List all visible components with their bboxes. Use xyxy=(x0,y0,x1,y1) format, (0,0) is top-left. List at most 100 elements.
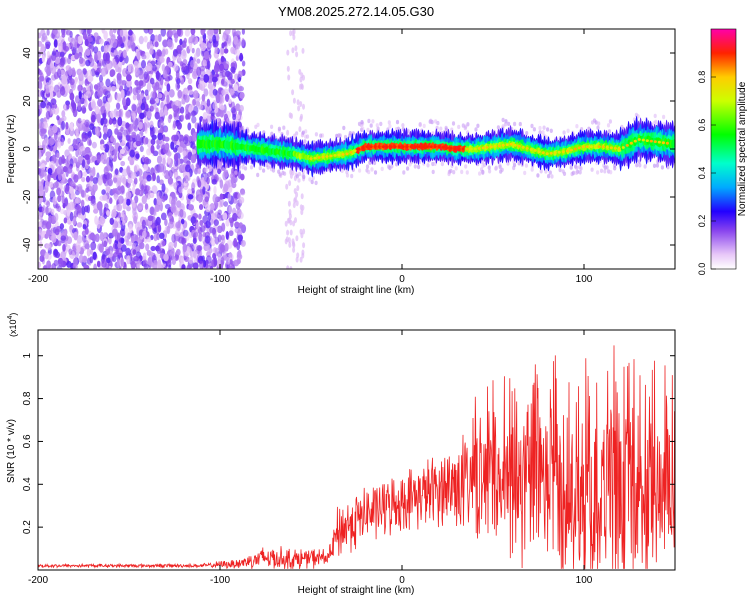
heatmap-cell xyxy=(106,171,111,181)
heatmap-cell xyxy=(241,125,245,131)
heatmap-cell xyxy=(207,34,213,40)
heatmap-cell xyxy=(76,222,83,228)
heatmap-cell xyxy=(86,248,91,257)
heatmap-cell xyxy=(57,195,62,203)
heatmap-cell xyxy=(78,56,84,65)
heatmap-cell xyxy=(139,112,145,120)
heatmap-cell xyxy=(130,260,136,269)
heatmap-cell xyxy=(284,238,288,245)
heatmap-cell xyxy=(116,102,121,110)
heatmap-cell xyxy=(109,69,116,77)
heatmap-cell xyxy=(184,29,190,37)
heatmap-cell xyxy=(473,147,477,151)
colorbar: 0.00.20.40.60.8 Normalized spectral ampl… xyxy=(697,28,748,275)
heatmap-cell xyxy=(445,146,449,150)
heatmap-cell xyxy=(122,135,127,144)
heatmap-cell xyxy=(66,103,70,110)
heatmap-cell xyxy=(54,212,59,222)
heatmap-cell xyxy=(133,164,140,172)
heatmap-cell xyxy=(230,46,236,54)
heatmap-cell xyxy=(49,60,55,69)
heatmap-cell xyxy=(69,224,74,231)
heatmap-cell xyxy=(92,251,97,260)
heatmap-cell xyxy=(303,139,307,144)
heatmap-cell xyxy=(385,145,389,149)
heatmap-cell xyxy=(465,170,469,175)
heatmap-cell xyxy=(67,138,71,144)
heatmap-cell xyxy=(157,93,163,99)
heatmap-cell xyxy=(56,152,60,159)
heatmap-cell xyxy=(43,137,50,146)
heatmap-cell xyxy=(76,235,83,244)
heatmap-cell xyxy=(196,244,203,252)
heatmap-cell xyxy=(85,163,89,170)
heatmap-cell xyxy=(170,204,177,213)
heatmap-cell xyxy=(117,195,124,205)
heatmap-cell xyxy=(176,29,182,37)
heatmap-cell xyxy=(199,219,204,226)
heatmap-cell xyxy=(485,146,489,149)
heatmap-cell xyxy=(238,70,243,78)
heatmap-cell xyxy=(617,147,621,151)
heatmap-cell xyxy=(150,91,156,100)
heatmap-cell xyxy=(365,145,369,149)
heatmap-cell xyxy=(59,223,65,230)
heatmap-cell xyxy=(125,110,132,118)
heatmap-cell xyxy=(142,179,146,186)
heatmap-cell xyxy=(114,221,119,229)
heatmap-cell xyxy=(538,125,542,131)
heatmap-cell xyxy=(157,33,162,43)
heatmap-cell xyxy=(513,143,517,147)
heatmap-cell xyxy=(225,219,230,227)
heatmap-cell xyxy=(172,48,178,57)
heatmap-cell xyxy=(230,176,235,185)
heatmap-cell xyxy=(64,159,70,168)
heatmap-cell xyxy=(474,127,478,132)
heatmap-cell xyxy=(220,256,225,266)
heatmap-cell xyxy=(302,228,306,235)
heatmap-cell xyxy=(176,108,182,114)
heatmap-cell xyxy=(134,195,139,204)
heatmap-cell xyxy=(457,124,461,130)
heatmap-cell xyxy=(211,237,216,247)
heatmap-cell xyxy=(150,33,156,42)
heatmap-cell xyxy=(310,179,314,185)
heatmap-cell xyxy=(177,53,182,62)
colorbar-tick-label: 0.8 xyxy=(697,71,707,84)
heatmap-cell xyxy=(607,129,612,134)
heatmap-cell xyxy=(422,123,426,129)
heatmap-cell xyxy=(168,30,174,37)
heatmap-cell xyxy=(62,244,66,252)
heatmap-cell xyxy=(156,248,162,255)
heatmap-cell xyxy=(222,212,228,221)
heatmap-cell xyxy=(191,149,197,155)
heatmap-cell xyxy=(69,92,75,101)
heatmap-cell xyxy=(106,210,111,217)
heatmap-cell xyxy=(241,29,246,35)
heatmap-cell xyxy=(210,29,215,35)
heatmap-cell xyxy=(154,34,159,42)
heatmap-cell xyxy=(603,169,607,174)
heatmap-cell xyxy=(213,63,220,74)
heatmap-cell xyxy=(233,259,240,267)
heatmap-cell xyxy=(237,249,242,259)
heatmap-cell xyxy=(96,154,102,164)
heatmap-cell xyxy=(176,77,181,85)
heatmap-cell xyxy=(155,216,161,226)
heatmap-cell xyxy=(177,89,183,99)
heatmap-cell xyxy=(187,122,192,131)
heatmap-cell xyxy=(96,220,101,229)
heatmap-cell xyxy=(103,109,107,118)
heatmap-cell xyxy=(41,32,48,41)
heatmap-cell xyxy=(68,248,73,255)
heatmap-cell xyxy=(103,151,107,160)
heatmap-cell xyxy=(194,231,199,238)
heatmap-cell xyxy=(199,35,204,45)
heatmap-cell xyxy=(99,231,104,242)
heatmap-cell xyxy=(102,95,108,104)
heatmap-cell xyxy=(228,205,233,214)
heatmap-cell xyxy=(232,113,237,121)
heatmap-cell xyxy=(654,119,658,125)
heatmap-cell xyxy=(489,145,493,149)
